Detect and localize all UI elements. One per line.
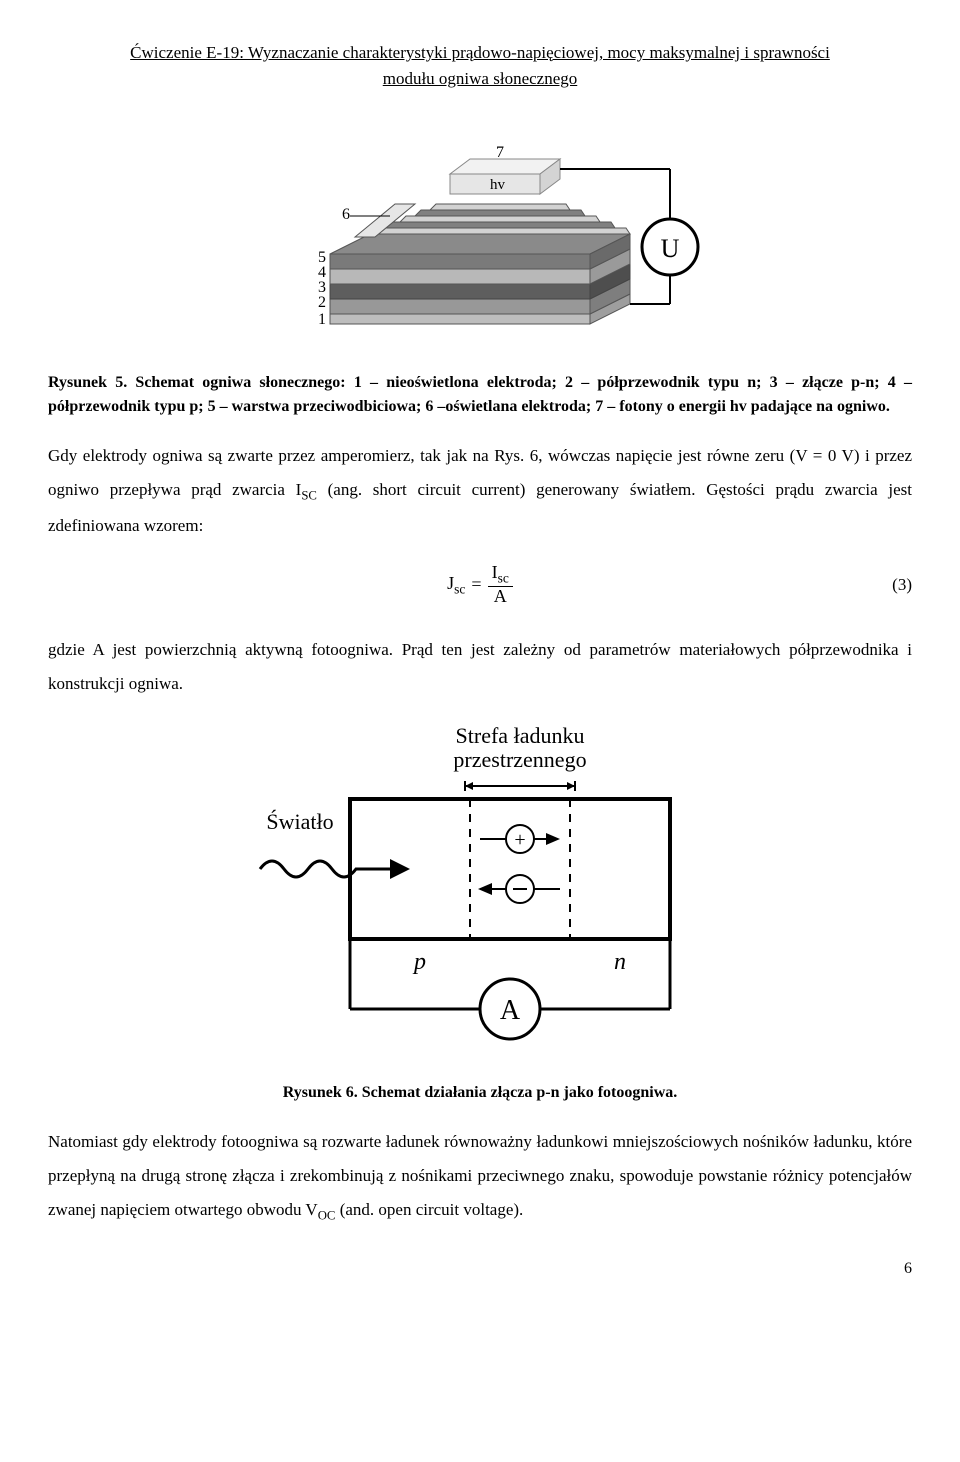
svg-text:6: 6 xyxy=(342,206,350,223)
svg-text:+: + xyxy=(514,829,525,851)
paragraph-3-part-b: (and. open circuit voltage). xyxy=(335,1200,523,1219)
page-number: 6 xyxy=(48,1257,912,1281)
equation-3: Jsc = Isc A (3) xyxy=(48,557,912,613)
svg-text:2: 2 xyxy=(318,294,326,311)
header-line-2: modułu ogniwa słonecznego xyxy=(383,69,578,88)
page-header: Ćwiczenie E-19: Wyznaczanie charakteryst… xyxy=(48,40,912,91)
svg-text:A: A xyxy=(500,995,521,1026)
paragraph-3: Natomiast gdy elektrody fotoogniwa są ro… xyxy=(48,1125,912,1229)
eq-lhs: Jsc xyxy=(447,570,465,600)
paragraph-1: Gdy elektrody ogniwa są zwarte przez amp… xyxy=(48,439,912,543)
figure-6-caption: Rysunek 6. Schemat działania złącza p-n … xyxy=(48,1081,912,1105)
fig6-top-1: Strefa ładunku xyxy=(456,723,585,748)
svg-text:Światło: Światło xyxy=(266,809,333,834)
figure-5: 1 2 3 4 5 6 7 hv U xyxy=(48,119,912,349)
svg-text:3: 3 xyxy=(318,279,326,296)
figure-5-caption: Rysunek 5. Schemat ogniwa słonecznego: 1… xyxy=(48,371,912,419)
svg-text:n: n xyxy=(614,949,626,975)
paragraph-3-sub: OC xyxy=(318,1208,336,1222)
svg-text:7: 7 xyxy=(496,144,504,161)
svg-text:p: p xyxy=(412,949,426,975)
svg-text:U: U xyxy=(661,234,680,263)
eq-equals: = xyxy=(471,571,481,598)
figure-6: Strefa ładunku przestrzennego Światło + … xyxy=(48,719,912,1059)
svg-text:5: 5 xyxy=(318,249,326,266)
eq-fraction: Isc A xyxy=(488,563,513,607)
equation-number: (3) xyxy=(892,572,912,598)
svg-text:4: 4 xyxy=(318,264,326,281)
paragraph-1-sub: SC xyxy=(301,488,317,502)
svg-text:hv: hv xyxy=(490,177,506,193)
fig6-top-2: przestrzennego xyxy=(453,747,586,772)
paragraph-2: gdzie A jest powierzchnią aktywną fotoog… xyxy=(48,633,912,701)
svg-text:1: 1 xyxy=(318,311,326,328)
header-line-1: Ćwiczenie E-19: Wyznaczanie charakteryst… xyxy=(130,43,830,62)
